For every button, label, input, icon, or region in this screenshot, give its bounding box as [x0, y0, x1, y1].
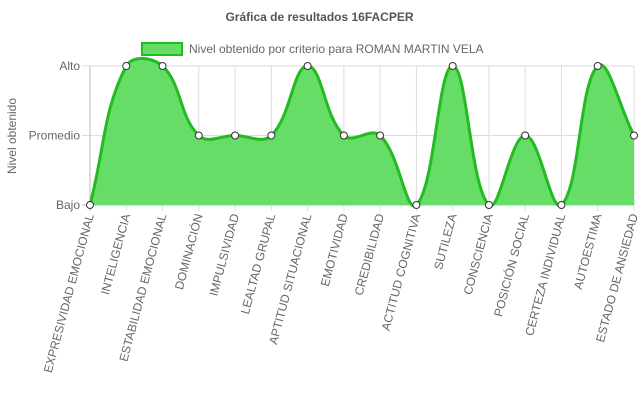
- legend-swatch[interactable]: [141, 42, 183, 56]
- data-point[interactable]: [630, 131, 638, 140]
- x-tick-label: INTELIGENCIA: [98, 212, 133, 296]
- data-point[interactable]: [303, 62, 312, 70]
- data-point[interactable]: [521, 131, 530, 140]
- data-point[interactable]: [484, 201, 493, 209]
- y-tick-label: Bajo: [56, 198, 80, 212]
- data-point[interactable]: [194, 131, 203, 140]
- legend-label[interactable]: Nivel obtenido por criterio para ROMAN M…: [189, 42, 484, 56]
- x-tick-label: SUTILEZA: [431, 212, 459, 271]
- chart-title: Gráfica de resultados 16FACPER: [225, 10, 413, 24]
- y-tick-label: Alto: [59, 59, 80, 73]
- y-tick-labels: Bajo Promedio Alto: [29, 59, 81, 212]
- data-points: [86, 62, 638, 209]
- series-line: [88, 57, 636, 208]
- y-axis-label: Nivel obtenido: [5, 98, 19, 174]
- data-point[interactable]: [86, 201, 94, 209]
- legend[interactable]: Nivel obtenido por criterio para ROMAN M…: [141, 42, 484, 56]
- x-tick-labels: EXPRESIVIDAD EMOCIONAL INTELIGENCIAESTABI…: [41, 212, 639, 375]
- data-point[interactable]: [376, 131, 385, 140]
- data-point[interactable]: [158, 62, 167, 70]
- x-tick-label: CREDIBILIDAD: [352, 212, 387, 297]
- x-tick-label: IMPULSIVIDAD: [207, 212, 243, 298]
- x-tick-label: DOMINACIÓN: [171, 212, 206, 291]
- data-point[interactable]: [557, 201, 566, 209]
- y-tick-label: Promedio: [29, 129, 81, 143]
- series-area: [88, 57, 636, 208]
- data-point[interactable]: [339, 131, 348, 140]
- series-fill: [90, 58, 634, 207]
- data-point[interactable]: [412, 201, 421, 209]
- data-point[interactable]: [593, 62, 602, 70]
- x-tick-label: CERTEZA INDIVIDUAL: [522, 212, 568, 337]
- x-tick-label: LEALTAD GRUPAL: [238, 212, 278, 316]
- x-tick-label: CONSCIENCIA: [461, 212, 496, 296]
- x-tick-label: POSICIÓN SOCIAL: [490, 212, 532, 319]
- data-point[interactable]: [122, 62, 131, 70]
- data-point[interactable]: [448, 62, 457, 70]
- data-point[interactable]: [267, 131, 276, 140]
- x-tick-label: EXPRESIVIDAD EMOCIONAL: [41, 212, 97, 374]
- x-tick-label: ACTITUD COGNITIVA: [379, 212, 424, 332]
- x-tick-label: EMOTIVIDAD: [318, 212, 351, 288]
- data-point[interactable]: [231, 131, 240, 140]
- x-tick-label: AUTOESTIMA: [571, 212, 605, 291]
